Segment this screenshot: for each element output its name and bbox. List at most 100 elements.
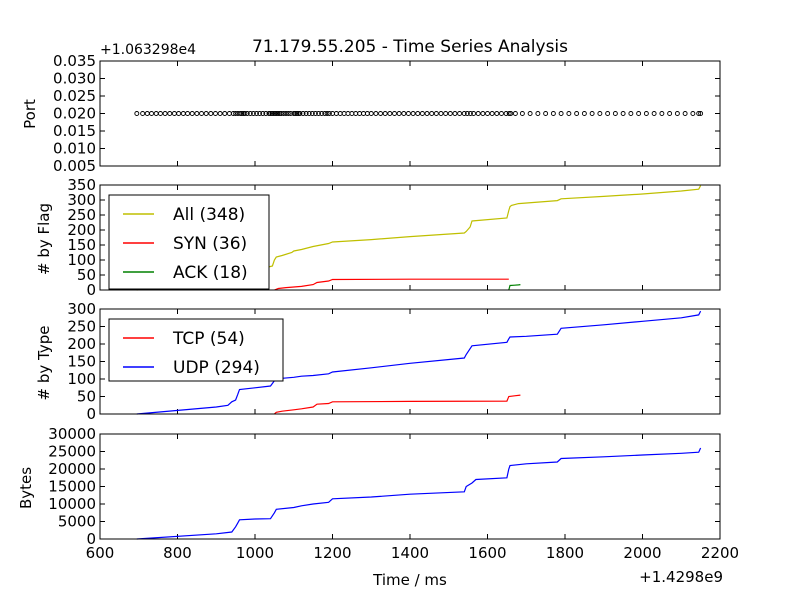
port-point	[285, 111, 291, 116]
xtick-label: 2200	[701, 544, 739, 562]
port-point	[250, 111, 256, 116]
port-point	[288, 111, 294, 116]
port-point	[157, 111, 163, 116]
port-point	[222, 111, 228, 116]
port-point	[326, 111, 332, 116]
ytick-label: 100	[67, 370, 96, 388]
port-point	[401, 111, 407, 116]
axes-frame	[99, 433, 721, 540]
port-point	[213, 111, 218, 116]
ytick-label: 50	[77, 266, 96, 284]
port-point	[519, 111, 525, 116]
xtick-label: 600	[86, 544, 115, 562]
port-point	[189, 111, 195, 116]
port-point	[468, 111, 473, 116]
plot-panels: 0.0050.0100.0150.0200.0250.0300.03505010…	[48, 52, 739, 562]
xtick-label: 2000	[623, 544, 661, 562]
port-point	[574, 111, 580, 116]
axes-frame	[99, 308, 721, 415]
port-point	[464, 111, 470, 116]
port-point	[203, 111, 209, 116]
port-point	[589, 111, 595, 116]
port-point	[494, 111, 500, 116]
port-point	[278, 111, 284, 116]
port-point	[597, 111, 603, 116]
port-point	[242, 111, 248, 116]
axes-frame	[99, 60, 721, 167]
port-point	[373, 111, 379, 116]
port-point	[512, 111, 518, 116]
port-point	[485, 111, 490, 116]
port-point	[283, 111, 289, 116]
port-point	[392, 111, 397, 116]
xtick-label: 1000	[236, 544, 274, 562]
series-line-0	[273, 394, 521, 415]
port-point	[419, 111, 425, 116]
port-point	[324, 111, 330, 116]
port-point	[295, 111, 301, 116]
port-point	[272, 111, 278, 116]
legend: All (348) SYN (36) ACK (18)	[108, 194, 270, 290]
port-point	[387, 111, 393, 116]
port-point	[313, 111, 318, 116]
ytick-label: 0.030	[53, 70, 96, 88]
port-point	[550, 111, 556, 116]
series-line-1	[274, 278, 509, 291]
legend-frame	[108, 318, 284, 382]
port-point	[480, 111, 486, 116]
port-point	[378, 111, 383, 116]
port-point	[275, 111, 281, 116]
port-ylabel: Port	[21, 99, 39, 129]
type-ylabel: # by Type	[35, 326, 53, 401]
port-point	[208, 111, 214, 116]
ytick-label: 200	[67, 335, 96, 353]
ytick-label: 0.020	[53, 105, 96, 123]
ytick-label: 0.035	[53, 52, 96, 70]
ytick-label: 350	[67, 176, 96, 194]
port-point	[508, 111, 514, 116]
port-point	[628, 111, 634, 116]
xtick-label: 1600	[468, 544, 506, 562]
ytick-label: 50	[77, 388, 96, 406]
ytick-label: 10000	[48, 495, 96, 513]
port-point	[254, 111, 259, 116]
port-point	[247, 111, 253, 116]
port-offset-label: +1.063298e4	[100, 42, 196, 58]
port-point	[297, 111, 303, 116]
port-point	[368, 111, 374, 116]
port-point	[696, 111, 702, 116]
port-point	[667, 111, 673, 116]
port-point	[566, 111, 572, 116]
port-point	[527, 111, 533, 116]
ytick-label: 0.005	[53, 157, 96, 175]
legend-label: ACK (18)	[173, 263, 248, 283]
port-point	[447, 111, 453, 116]
port-point	[300, 111, 306, 116]
port-point	[636, 111, 642, 116]
legend-label: UDP (294)	[173, 358, 260, 378]
port-point	[199, 111, 204, 116]
port-point	[185, 111, 191, 116]
port-point	[558, 111, 564, 116]
port-point	[303, 111, 309, 116]
axes-frame	[99, 184, 721, 291]
port-point	[410, 111, 416, 116]
ytick-label: 300	[67, 300, 96, 318]
port-point	[274, 111, 280, 116]
ytick-label: 100	[67, 251, 96, 269]
xtick-label: 1800	[546, 544, 584, 562]
xtick-label: 800	[163, 544, 192, 562]
ytick-label: 300	[67, 191, 96, 209]
port-point	[306, 111, 312, 116]
port-point	[382, 111, 388, 116]
port-point	[237, 111, 243, 116]
port-point	[424, 111, 430, 116]
port-point	[643, 111, 649, 116]
ytick-label: 150	[67, 236, 96, 254]
series-line-2	[508, 284, 521, 291]
port-point	[134, 111, 140, 116]
